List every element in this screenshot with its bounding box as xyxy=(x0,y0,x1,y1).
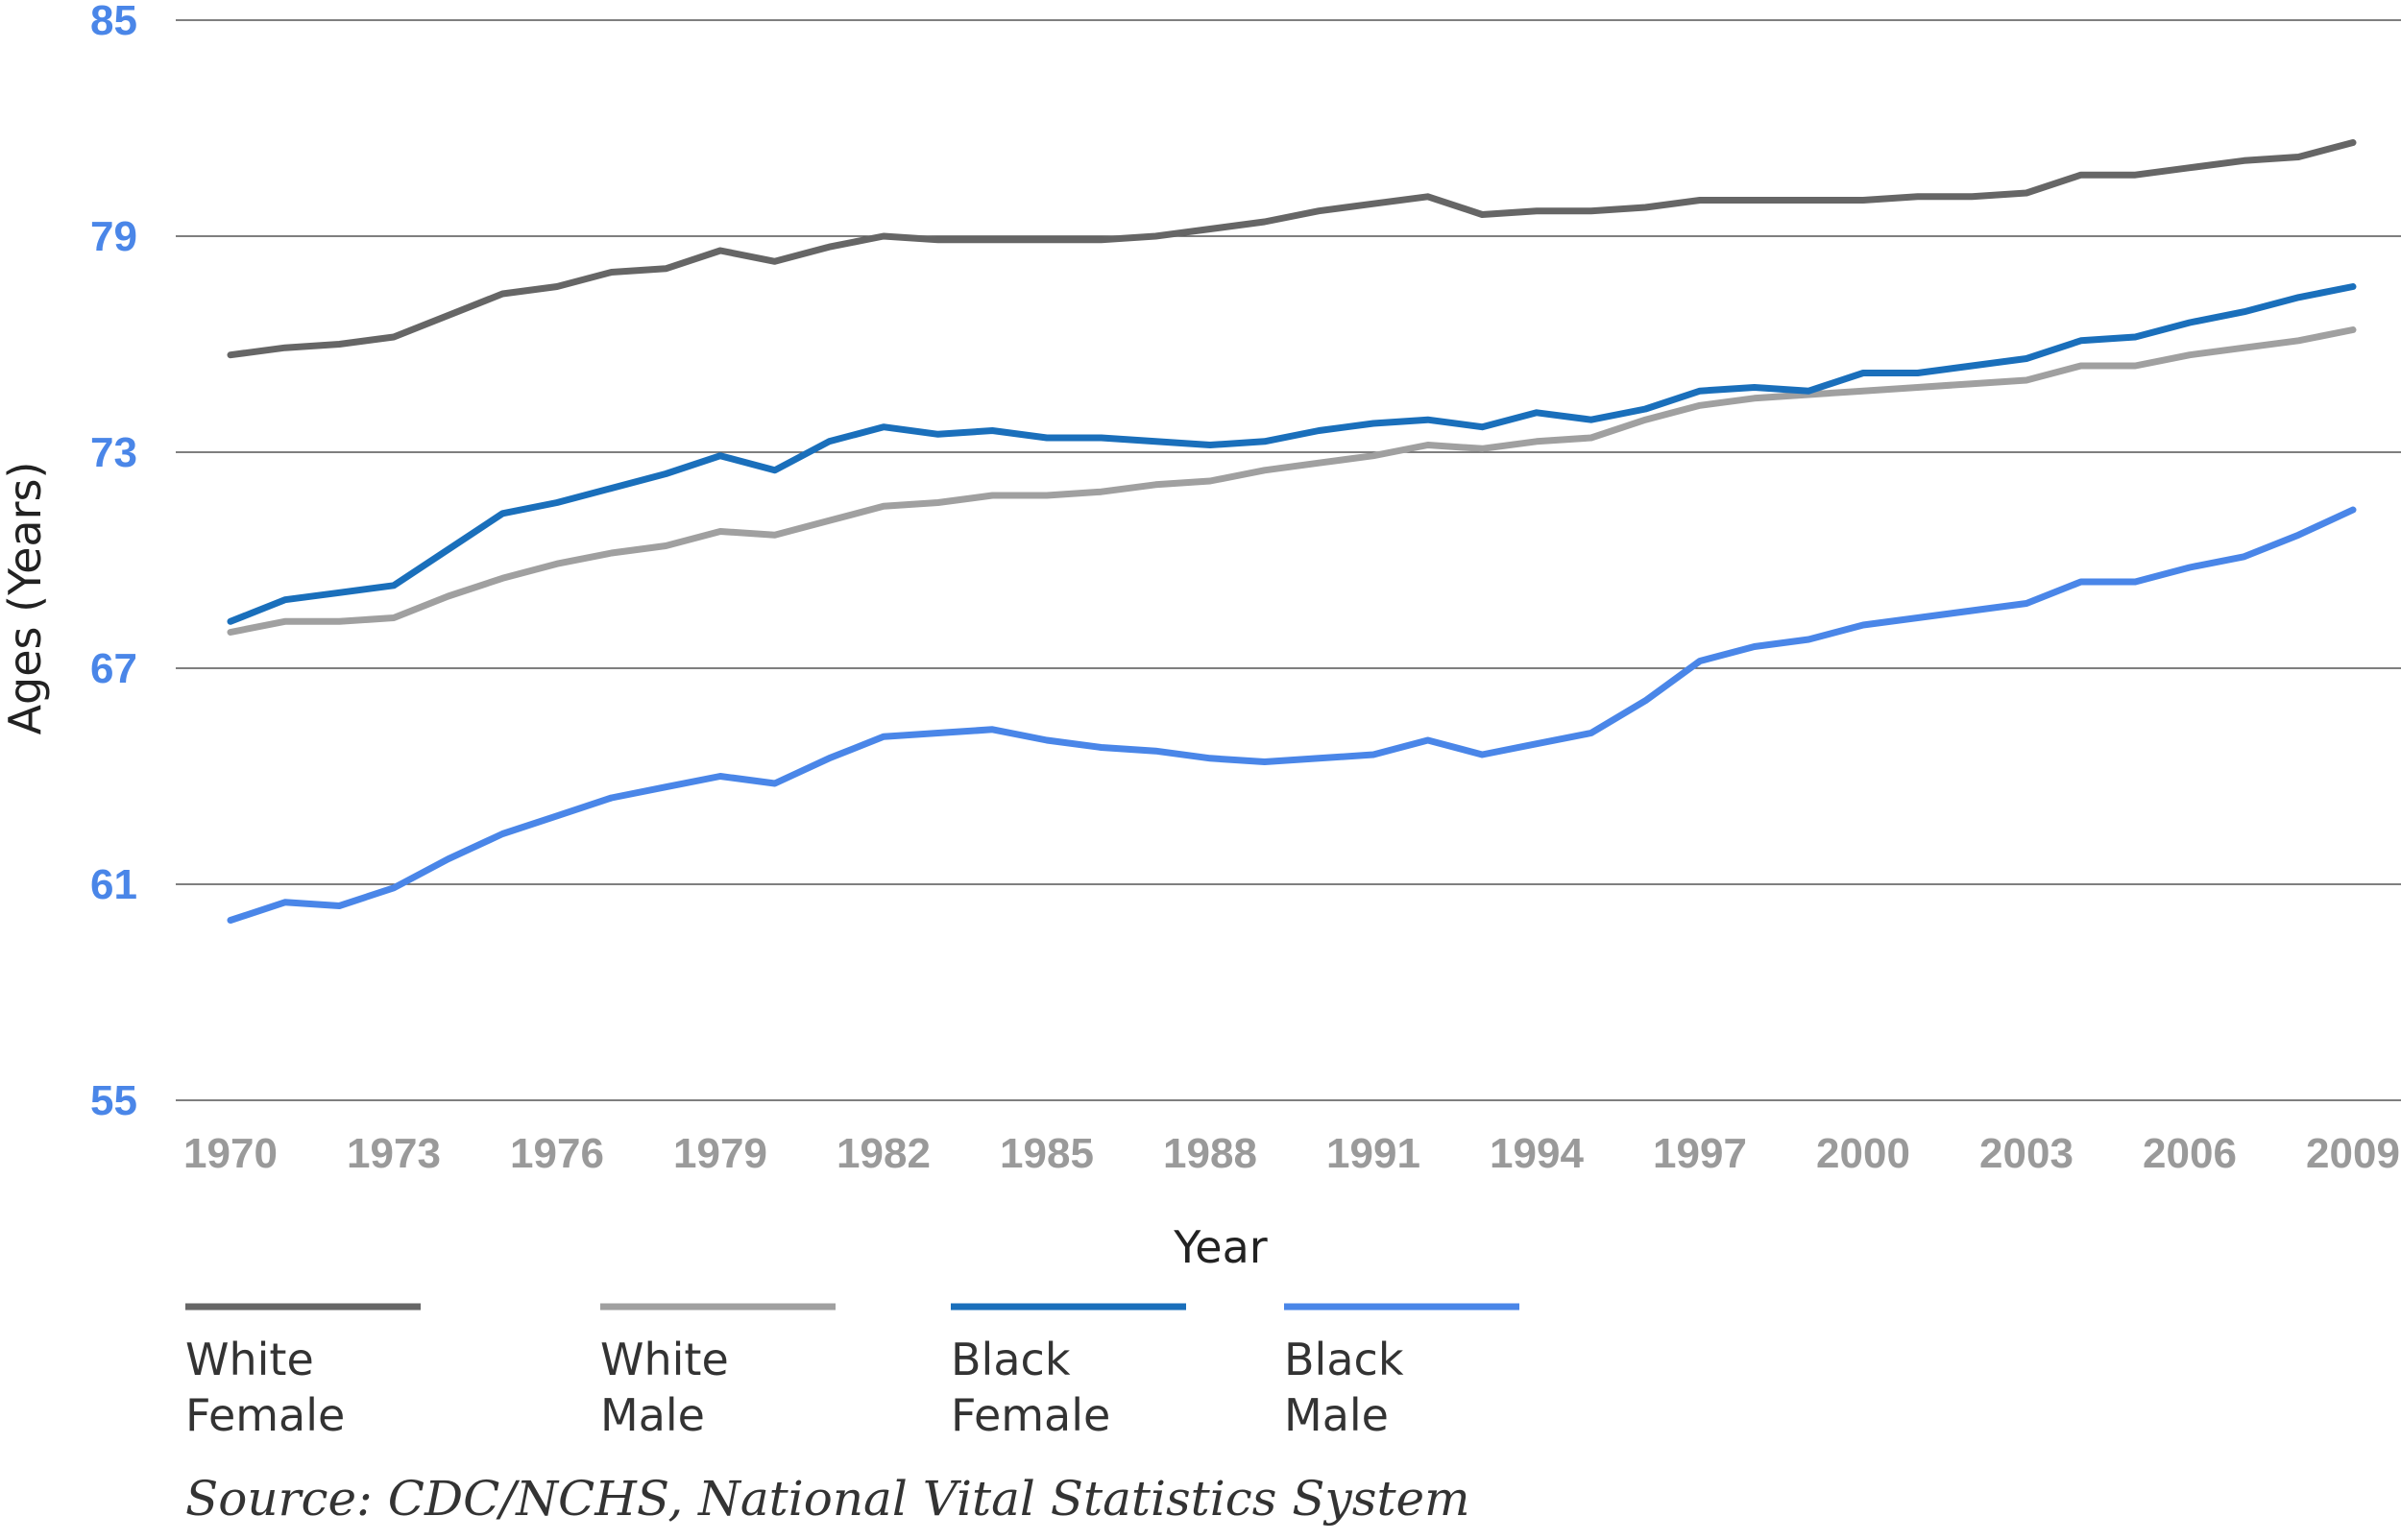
y-tick-label: 85 xyxy=(90,0,137,44)
legend-label: White xyxy=(185,1334,314,1385)
x-tick-label: 2003 xyxy=(1979,1130,2074,1177)
x-tick-label: 2006 xyxy=(2143,1130,2237,1177)
legend-label: Male xyxy=(1284,1389,1389,1441)
x-axis-title: Year xyxy=(1173,1221,1267,1273)
gridlines xyxy=(176,19,2401,1101)
legend-label: Black xyxy=(1284,1334,1404,1385)
x-tick-label: 1997 xyxy=(1653,1130,1747,1177)
x-tick-label: 2009 xyxy=(2306,1130,2400,1177)
y-tick-label: 67 xyxy=(90,645,137,692)
legend-label: White xyxy=(600,1334,729,1385)
legend-label: Female xyxy=(185,1389,345,1441)
series-line-black-male xyxy=(227,506,2357,924)
series-line-white-female xyxy=(227,139,2357,359)
y-tick-label: 61 xyxy=(90,861,137,908)
x-tick-label: 1973 xyxy=(347,1130,441,1177)
series-lines xyxy=(227,139,2357,924)
x-axis-ticks: 1970 1973 1976 1979 1982 1985 1988 1991 1994 1997… xyxy=(183,1130,2400,1177)
legend-label: Female xyxy=(951,1389,1110,1441)
y-axis-ticks: 55 61 67 73 79 85 xyxy=(90,0,137,1124)
y-axis-title: Ages (Years) xyxy=(0,462,51,735)
legend-label: Black xyxy=(951,1334,1071,1385)
x-tick-label: 1991 xyxy=(1326,1130,1420,1177)
series-line-white-male xyxy=(227,326,2357,636)
series-line-black-female xyxy=(227,283,2357,625)
x-tick-label: 1979 xyxy=(673,1130,767,1177)
x-tick-label: 1985 xyxy=(1000,1130,1094,1177)
x-tick-label: 1982 xyxy=(837,1130,931,1177)
y-tick-label: 55 xyxy=(90,1077,137,1124)
legend-label: Male xyxy=(600,1389,705,1441)
x-tick-label: 1988 xyxy=(1163,1130,1257,1177)
x-tick-label: 2000 xyxy=(1816,1130,1910,1177)
source-note: Source: CDC/NCHS, National Vital Statist… xyxy=(185,1471,1470,1527)
x-tick-label: 1970 xyxy=(183,1130,278,1177)
y-tick-label: 73 xyxy=(90,429,137,476)
x-tick-label: 1976 xyxy=(510,1130,604,1177)
x-tick-label: 1994 xyxy=(1490,1130,1584,1177)
y-tick-label: 79 xyxy=(90,213,137,260)
